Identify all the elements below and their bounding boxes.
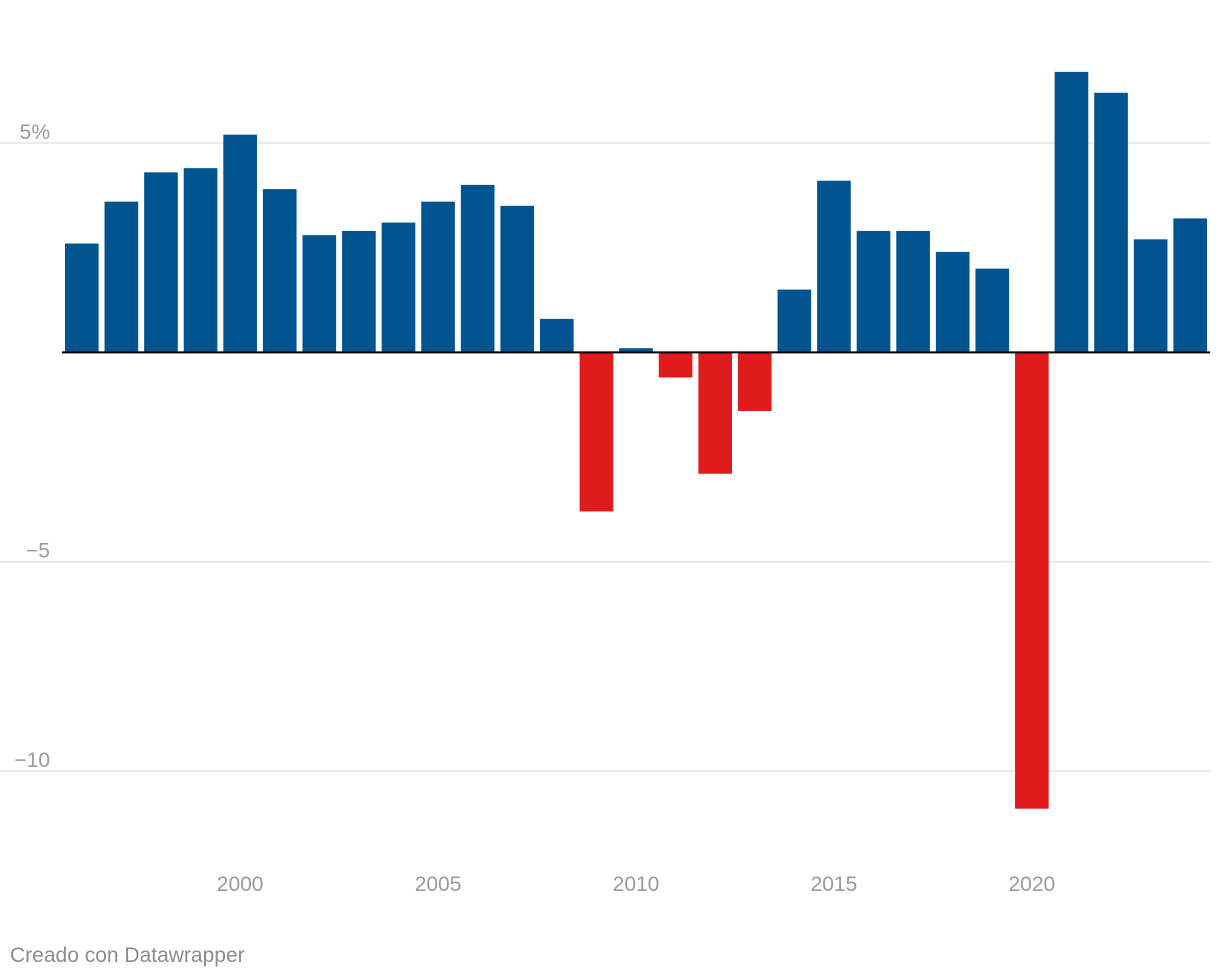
x-tick-label: 2000 [217, 873, 264, 896]
x-tick-label: 2020 [1009, 873, 1056, 896]
x-tick-label: 2005 [415, 873, 462, 896]
x-axis-labels: 2000 2005 2010 2015 2020 [217, 873, 1055, 896]
datawrapper-credit: Creado con Datawrapper [10, 944, 245, 967]
bar-2014 [777, 289, 812, 353]
y-tick-label: −5 [26, 540, 50, 563]
bar-2022 [1094, 92, 1128, 353]
bar-2005 [421, 201, 455, 353]
bar-2015 [817, 180, 851, 353]
bar-2001 [262, 189, 297, 353]
y-tick-label: 5% [20, 121, 50, 144]
bar-1998 [144, 172, 178, 353]
x-tick-label: 2015 [811, 873, 858, 896]
bar-2006 [460, 184, 495, 353]
bar-2024 [1173, 218, 1208, 353]
gridlines [0, 142, 1210, 772]
bar-2017 [896, 230, 930, 353]
bar-2011 [658, 352, 693, 378]
bar-2008 [540, 318, 574, 353]
bar-2002 [302, 235, 337, 353]
bar-2010 [619, 348, 653, 353]
x-tick-label: 2010 [613, 873, 660, 896]
bar-2019 [975, 268, 1010, 353]
y-axis-labels: 5% −5 −10 [14, 121, 50, 772]
bar-2000 [223, 134, 257, 353]
bar-2004 [381, 222, 416, 353]
y-tick-label: −10 [14, 749, 50, 772]
bar-2003 [342, 230, 376, 353]
bar-2018 [935, 251, 970, 353]
bar-1999 [183, 168, 218, 353]
bar-2023 [1133, 239, 1168, 353]
bar-2007 [500, 205, 535, 353]
bar-2013 [737, 352, 772, 411]
bar-1997 [104, 201, 139, 353]
bars [64, 71, 1208, 809]
bar-2012 [698, 352, 732, 474]
bar-2009 [579, 352, 614, 512]
bar-1996 [64, 243, 99, 353]
bar-2020 [1015, 352, 1049, 809]
bar-2016 [856, 230, 891, 353]
bar-2021 [1054, 71, 1089, 353]
